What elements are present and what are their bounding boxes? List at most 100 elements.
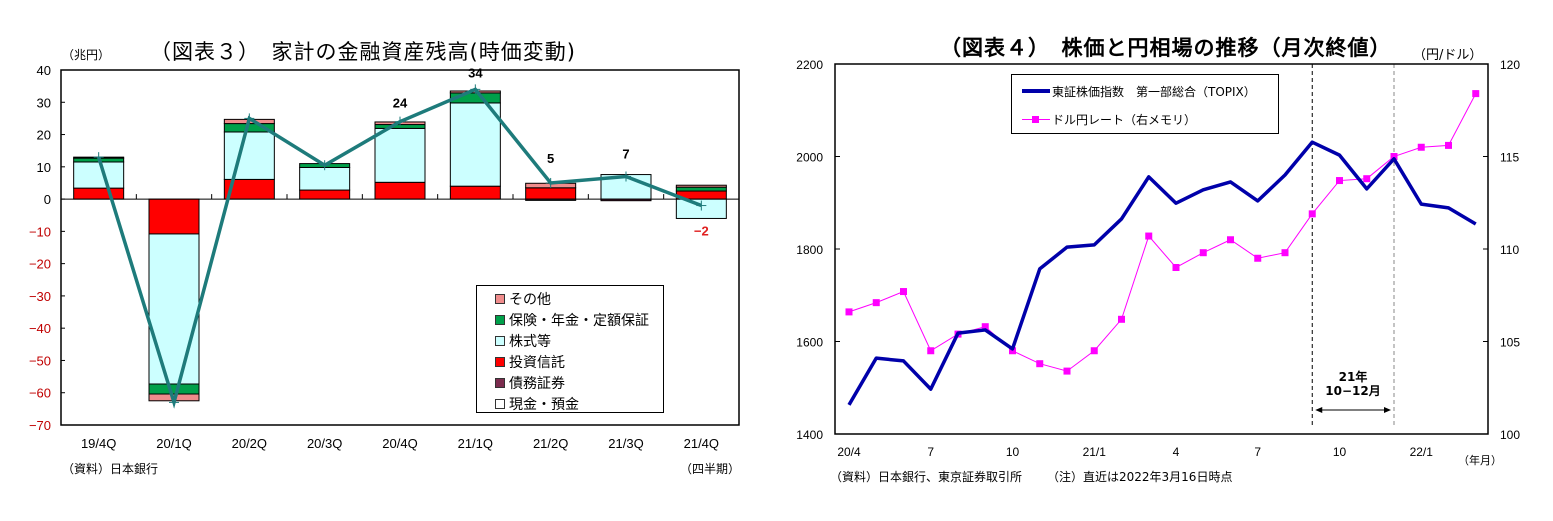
- household-assets-chart-panel: 40 30 20 10 0 −10 −20 −30 −40 −50 −60 −70 19/4Q 20/1Q…: [0, 0, 770, 521]
- usdjpy-line: [848, 93, 1477, 372]
- x-tick-label: 22/1: [1410, 445, 1434, 459]
- usdjpy-marker: [1036, 360, 1044, 368]
- y-tick-label: 40: [37, 63, 51, 78]
- plot-frame: [834, 63, 1489, 435]
- right-footnote: （注）直近は2022年3月16日時点: [1047, 470, 1233, 484]
- data-label: −2: [694, 224, 709, 239]
- x-tick-label: 20/4: [837, 445, 861, 459]
- y-tick-label-left: 1600: [796, 336, 823, 350]
- bar-segment: [148, 383, 200, 395]
- x-category-label: 20/4Q: [382, 436, 417, 451]
- bar-segment: [299, 166, 351, 191]
- bar-segment: [525, 187, 577, 200]
- data-label: 34: [468, 65, 483, 80]
- y-tick-label-left: 2200: [796, 58, 823, 72]
- y-tick-label-left: 1400: [796, 428, 823, 442]
- usdjpy-marker: [1227, 236, 1234, 244]
- bar-segment: [73, 161, 125, 189]
- usdjpy-marker: [1363, 175, 1371, 183]
- usdjpy-marker: [1199, 249, 1207, 257]
- usdjpy-marker: [872, 299, 880, 307]
- data-label: 24: [393, 96, 408, 111]
- household-assets-chart: 40 30 20 10 0 −10 −20 −30 −40 −50 −60 −70 19/4Q 20/1Q…: [29, 63, 740, 451]
- x-tick-label: 21/1: [1083, 445, 1107, 459]
- usdjpy-marker: [1472, 90, 1480, 98]
- usdjpy-marker: [1145, 232, 1153, 240]
- bar-segment: [223, 131, 275, 180]
- usdjpy-marker: [981, 323, 989, 331]
- x-category-label: 19/4Q: [81, 436, 116, 451]
- y-tick-label: 10: [37, 160, 51, 175]
- left-source-note: （資料）日本銀行: [62, 462, 159, 476]
- right-source-note: （資料）日本銀行、東京証券取引所: [830, 470, 1023, 484]
- x-tick-label: 4: [1173, 445, 1180, 459]
- bar-segment: [449, 102, 501, 187]
- y-tick-label: −60: [29, 386, 51, 401]
- x-unit-label: （年月）: [1458, 454, 1502, 467]
- left-legend: その他 保険・年金・定額保証 株式等 投資信託 債務証券 現金・預金: [476, 285, 664, 413]
- usdjpy-marker: [1417, 143, 1425, 151]
- legend-item-usdjpy: ドル円レート（右メモリ）: [1022, 105, 1278, 133]
- legend-line-topix: [1022, 89, 1050, 93]
- legend-item-other: その他: [495, 288, 663, 309]
- usdjpy-marker: [845, 308, 853, 316]
- y-tick-label: −40: [29, 321, 51, 336]
- x-category-label: 20/1Q: [156, 436, 191, 451]
- x-category-label: 21/3Q: [608, 436, 643, 451]
- arrow-head-left: [1315, 407, 1323, 413]
- y-tick-label-left: 2000: [796, 151, 823, 165]
- data-label: 5: [547, 151, 554, 166]
- x-tick-label: 10: [1333, 445, 1347, 459]
- y-tick-label-left: 1800: [796, 243, 823, 257]
- legend-line-usdjpy: [1022, 115, 1050, 123]
- legend-item-insurance: 保険・年金・定額保証: [495, 309, 663, 330]
- bar-segment: [449, 185, 501, 200]
- legend-swatch-insurance: [495, 314, 505, 325]
- x-category-label: 21/1Q: [458, 436, 493, 451]
- y-tick-label: −20: [29, 257, 51, 272]
- left-chart-title: （図表３） 家計の金融資産残高(時価変動): [150, 40, 576, 64]
- y-tick-label: −70: [29, 418, 51, 433]
- y-tick-label: 30: [37, 95, 51, 110]
- topix-line: [847, 140, 1477, 406]
- stock-yen-chart-panel: 2200 2000 1800 1600 1400 120 115 110 105 100 20/4 7…: [770, 0, 1553, 521]
- y-tick-label: 20: [37, 128, 51, 143]
- x-category-label: 21/4Q: [684, 436, 719, 451]
- usdjpy-marker: [1336, 177, 1343, 185]
- bar-segment: [148, 198, 200, 235]
- legend-swatch-debt-securities: [495, 377, 505, 388]
- bar-segment: [299, 189, 351, 200]
- bar-segment: [675, 184, 727, 188]
- y-tick-label-right: 100: [1500, 428, 1520, 442]
- left-period-label: （四半期）: [680, 462, 741, 476]
- x-category-label: 20/2Q: [232, 436, 267, 451]
- bar-segment: [73, 187, 125, 200]
- period-annotation: 21年 10−12月: [1325, 370, 1381, 398]
- x-category-label: 20/3Q: [307, 436, 342, 451]
- bar-segment: [148, 233, 200, 385]
- plot-frame: [60, 69, 740, 426]
- y-tick-label-right: 115: [1500, 151, 1519, 165]
- bar-segment: [374, 181, 426, 200]
- usdjpy-marker: [1172, 264, 1180, 271]
- usdjpy-marker: [1281, 249, 1289, 257]
- legend-swatch-investment-trusts: [495, 356, 505, 367]
- usdjpy-marker: [1254, 254, 1262, 262]
- y-tick-label: 0: [44, 192, 51, 207]
- legend-item-investment-trusts: 投資信託: [495, 351, 663, 372]
- y-tick-label: −30: [29, 289, 51, 304]
- arrow-head-right: [1384, 407, 1391, 413]
- legend-item-cash-deposits: 現金・預金: [495, 393, 663, 414]
- x-tick-label: 7: [1254, 445, 1261, 459]
- y-tick-label-right: 105: [1500, 336, 1520, 350]
- usdjpy-marker: [1308, 210, 1316, 218]
- bar-segment: [374, 127, 426, 183]
- usdjpy-marker: [900, 288, 907, 296]
- legend-swatch-cash-deposits: [495, 398, 505, 409]
- x-category-label: 21/2Q: [533, 436, 568, 451]
- usdjpy-marker: [1118, 315, 1125, 323]
- y-tick-label-right: 110: [1500, 243, 1519, 257]
- right-chart-title: （図表４） 株価と円相場の推移（月次終値）: [940, 36, 1392, 60]
- usdjpy-marker: [927, 347, 935, 355]
- y-tick-label: −50: [29, 353, 51, 368]
